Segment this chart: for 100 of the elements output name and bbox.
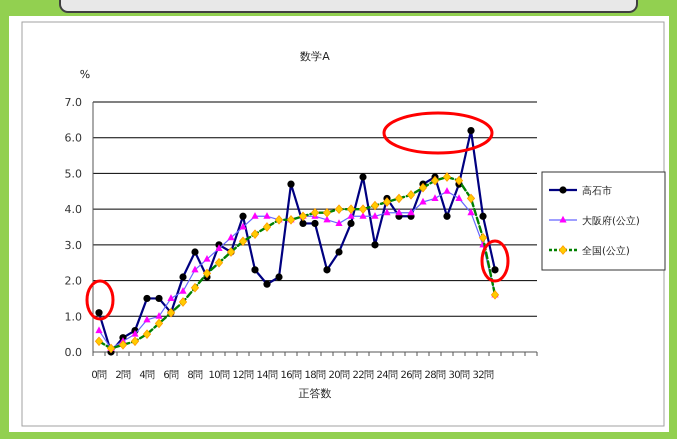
point bbox=[347, 212, 355, 219]
point bbox=[215, 258, 223, 268]
point bbox=[419, 183, 427, 192]
x-tick-label: 26問 bbox=[400, 370, 422, 381]
point bbox=[143, 316, 151, 322]
point bbox=[275, 273, 283, 281]
point bbox=[419, 198, 427, 205]
x-tick-label: 22問 bbox=[352, 370, 374, 381]
point bbox=[311, 220, 319, 228]
x-tick-label: 28問 bbox=[424, 370, 446, 381]
point bbox=[359, 173, 367, 181]
point bbox=[407, 208, 415, 216]
point bbox=[347, 204, 355, 214]
y-tick-label: 7.0 bbox=[64, 96, 82, 109]
point bbox=[95, 309, 103, 316]
y-axis-title: % bbox=[80, 68, 90, 81]
point bbox=[359, 204, 367, 214]
point bbox=[323, 216, 331, 222]
chart-title: 数学A bbox=[300, 50, 330, 63]
point bbox=[131, 336, 139, 346]
point bbox=[443, 187, 451, 194]
point bbox=[431, 194, 439, 201]
point bbox=[191, 283, 199, 292]
x-tick-label: 30問 bbox=[448, 370, 470, 381]
point bbox=[155, 318, 163, 328]
y-tick-label: 5.0 bbox=[64, 167, 82, 180]
y-tick-label: 3.0 bbox=[64, 238, 82, 252]
point bbox=[335, 248, 343, 256]
point bbox=[239, 212, 247, 220]
point bbox=[347, 220, 355, 228]
point bbox=[455, 176, 463, 186]
x-tick-label: 10問 bbox=[208, 370, 230, 381]
point bbox=[155, 294, 163, 302]
y-tick-label: 0.0 bbox=[64, 346, 82, 359]
x-tick-label: 32問 bbox=[472, 370, 494, 381]
point bbox=[167, 294, 175, 301]
point bbox=[119, 340, 127, 350]
point bbox=[491, 266, 499, 274]
point bbox=[251, 212, 259, 219]
point bbox=[479, 212, 487, 220]
point bbox=[263, 222, 271, 232]
point bbox=[467, 208, 475, 216]
point bbox=[371, 241, 379, 248]
point bbox=[191, 248, 199, 256]
point bbox=[323, 208, 331, 218]
point bbox=[203, 254, 211, 262]
point bbox=[143, 330, 151, 339]
x-tick-label: 14問 bbox=[256, 370, 278, 381]
x-tick-label: 16問 bbox=[280, 370, 302, 381]
point bbox=[467, 126, 475, 134]
point bbox=[179, 287, 187, 294]
point bbox=[335, 219, 343, 226]
y-tick-label: 6.0 bbox=[64, 132, 82, 145]
x-tick-label: 24問 bbox=[376, 370, 398, 381]
x-tick-label: 0問 bbox=[91, 370, 108, 381]
legend-label: 全国(公立) bbox=[582, 245, 630, 257]
point bbox=[407, 190, 415, 200]
point bbox=[239, 222, 247, 230]
x-tick-label: 20問 bbox=[328, 370, 350, 381]
legend-label: 高石市 bbox=[582, 185, 612, 197]
point bbox=[395, 208, 403, 216]
point bbox=[95, 336, 103, 346]
x-tick-label: 6問 bbox=[163, 370, 180, 381]
point bbox=[179, 297, 187, 307]
y-tick-label: 1.0 bbox=[64, 310, 82, 324]
point bbox=[263, 280, 271, 288]
point bbox=[383, 197, 391, 207]
x-axis-title: 正答数 bbox=[298, 387, 332, 400]
x-tick-label: 2問 bbox=[115, 370, 132, 381]
point bbox=[443, 212, 451, 220]
point bbox=[251, 230, 259, 239]
point bbox=[323, 266, 331, 274]
point bbox=[479, 233, 487, 242]
point bbox=[311, 208, 319, 218]
point bbox=[359, 212, 367, 219]
point bbox=[107, 344, 115, 354]
y-tick-label: 4.0 bbox=[64, 203, 82, 216]
x-tick-label: 4問 bbox=[139, 370, 156, 381]
point bbox=[263, 212, 271, 219]
point bbox=[467, 194, 475, 204]
point bbox=[251, 266, 259, 274]
point bbox=[383, 208, 391, 216]
point bbox=[371, 212, 379, 219]
point bbox=[131, 330, 139, 337]
x-tick-label: 18問 bbox=[304, 370, 326, 381]
point bbox=[95, 326, 103, 334]
legend-label: 大阪府(公立) bbox=[582, 215, 640, 227]
x-tick-label: 12問 bbox=[232, 370, 254, 381]
point bbox=[155, 312, 163, 319]
point bbox=[191, 266, 199, 272]
point bbox=[443, 172, 451, 182]
point bbox=[287, 180, 295, 188]
point bbox=[395, 194, 403, 204]
point bbox=[179, 273, 187, 281]
point bbox=[239, 236, 247, 246]
point bbox=[371, 200, 379, 210]
y-tick-label: 2.0 bbox=[64, 274, 82, 288]
point bbox=[227, 234, 235, 240]
point bbox=[455, 194, 463, 201]
point bbox=[335, 204, 343, 214]
